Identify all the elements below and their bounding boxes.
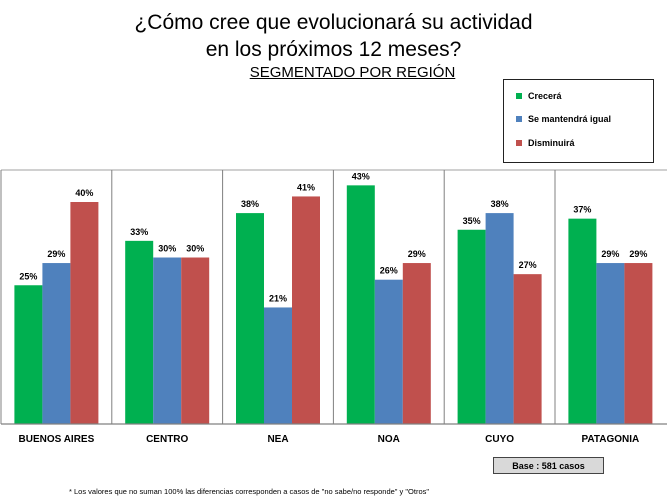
legend-label-se-mantendra: Se mantendrá igual xyxy=(528,114,612,124)
legend-swatch-disminuira xyxy=(516,140,522,146)
category-label-4: CUYO xyxy=(485,434,514,445)
bar-disminuira-5 xyxy=(624,263,653,424)
category-label-2: NEA xyxy=(267,434,288,445)
bar-disminuira-4 xyxy=(513,274,542,424)
data-label-disminuira-0: 40% xyxy=(75,188,93,198)
data-label-crecera-3: 43% xyxy=(352,171,370,181)
bar-disminuira-2 xyxy=(292,196,320,424)
legend-item-disminuira: Disminuirá xyxy=(516,136,575,150)
chart-subtitle: SEGMENTADO POR REGIÓN xyxy=(249,64,456,81)
category-label-0: BUENOS AIRES xyxy=(19,434,95,445)
data-label-se-mantendra-4: 38% xyxy=(491,199,509,209)
legend-item-se-mantendra: Se mantendrá igual xyxy=(516,112,611,126)
bar-disminuira-1 xyxy=(181,257,210,424)
bar-crecera-5 xyxy=(568,218,597,424)
data-label-disminuira-5: 29% xyxy=(629,249,647,259)
bar-disminuira-3 xyxy=(402,263,431,424)
base-note: Base : 581 casos xyxy=(493,457,604,474)
footnote: * Los valores que no suman 100% las dife… xyxy=(69,487,430,496)
data-label-crecera-5: 37% xyxy=(573,205,591,215)
legend-swatch-crecera xyxy=(516,93,522,99)
legend-item-crecera: Crecerá xyxy=(516,89,562,103)
data-label-se-mantendra-0: 29% xyxy=(47,249,65,259)
legend-swatch-se-mantendra xyxy=(516,116,522,122)
data-label-disminuira-1: 30% xyxy=(186,244,204,254)
data-label-se-mantendra-3: 26% xyxy=(380,266,398,276)
bar-se-mantendra-2 xyxy=(264,307,292,424)
data-label-se-mantendra-2: 21% xyxy=(269,293,287,303)
data-label-disminuira-3: 29% xyxy=(408,249,426,259)
bar-crecera-1 xyxy=(125,240,154,424)
chart-title: ¿Cómo cree que evolucionará su actividad… xyxy=(0,9,667,63)
legend: Crecerá Se mantendrá igual Disminuirá xyxy=(503,79,654,163)
bar-se-mantendra-1 xyxy=(153,257,182,424)
category-label-1: CENTRO xyxy=(146,434,188,445)
data-label-crecera-0: 25% xyxy=(19,271,37,281)
data-label-crecera-2: 38% xyxy=(241,199,259,209)
bar-disminuira-0 xyxy=(70,202,99,424)
bar-crecera-3 xyxy=(346,185,375,424)
data-label-se-mantendra-5: 29% xyxy=(601,249,619,259)
bar-se-mantendra-0 xyxy=(42,263,71,424)
bar-crecera-4 xyxy=(457,229,486,424)
bar-se-mantendra-3 xyxy=(374,279,403,424)
bar-se-mantendra-5 xyxy=(596,263,625,424)
bar-se-mantendra-4 xyxy=(485,213,514,424)
legend-label-disminuira: Disminuirá xyxy=(528,138,575,148)
category-label-3: NOA xyxy=(378,434,400,445)
title-line-2: en los próximos 12 meses? xyxy=(205,38,462,61)
data-label-disminuira-2: 41% xyxy=(297,182,315,192)
category-label-5: PATAGONIA xyxy=(582,434,640,445)
data-label-disminuira-4: 27% xyxy=(519,260,537,270)
data-label-crecera-4: 35% xyxy=(463,216,481,226)
data-label-se-mantendra-1: 30% xyxy=(158,244,176,254)
legend-label-crecera: Crecerá xyxy=(528,91,562,101)
title-line-1: ¿Cómo cree que evolucionará su actividad xyxy=(134,11,533,34)
bar-crecera-2 xyxy=(236,213,264,424)
data-label-crecera-1: 33% xyxy=(130,227,148,237)
bar-crecera-0 xyxy=(14,285,43,424)
